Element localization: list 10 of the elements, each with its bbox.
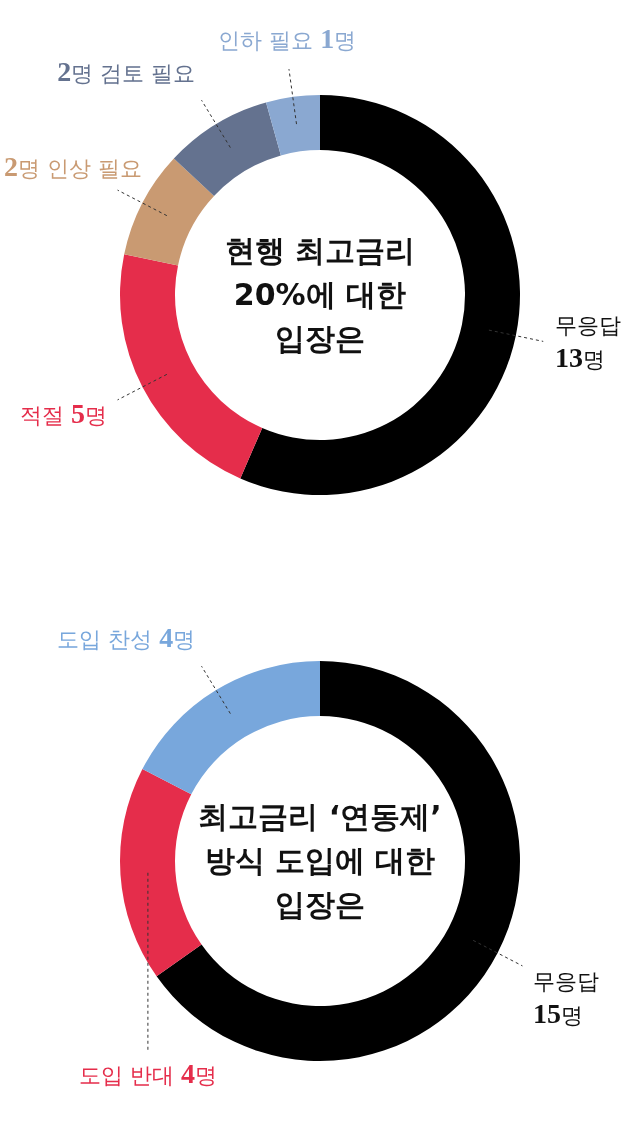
slice-label: 2명 검토 필요 [57,55,196,87]
slice-label: 2명 인상 필요 [4,150,142,182]
slice-label: 적절 5명 [19,398,107,430]
slice-label: 무응답 15명 [533,969,600,1030]
slice-label: 도입 찬성 4명 [57,621,196,653]
slice-label: 도입 반대 4명 [78,1058,217,1089]
text: 현행 최고금리 20%에 대한 입장은 [224,233,416,356]
slice-label: 인하 필요 1명 [218,23,357,55]
slice-label: 무응답 13명 [554,312,621,373]
text: 최고금리 ‘연동제’ 방식 도입에 대한 입장은 [198,799,442,922]
